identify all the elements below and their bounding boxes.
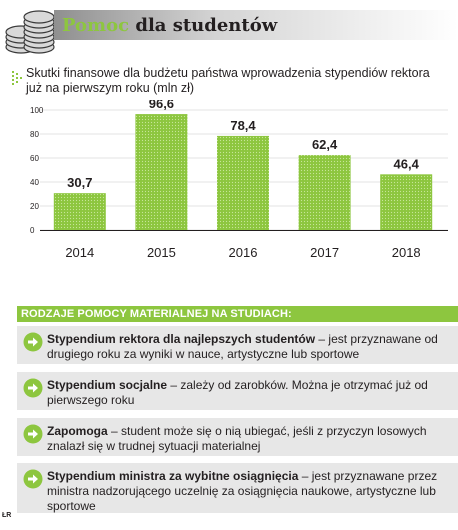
credit: ŁR — [2, 512, 12, 519]
page-title: Pomoc dla studentów — [62, 12, 277, 40]
aid-item: Stypendium rektora dla najlepszych stude… — [17, 326, 458, 364]
y-tick-label: 60 — [30, 154, 39, 163]
data-label: 78,4 — [230, 118, 256, 133]
x-tick-label: 2018 — [392, 245, 421, 260]
aid-heading: RODZAJE POMOCY MATERIALNEJ NA STUDIACH: — [17, 306, 458, 322]
arrow-right-icon — [23, 332, 43, 352]
title-accent: Pomoc — [62, 15, 130, 36]
aid-item: Stypendium socjalne – zależy od zarobków… — [17, 372, 458, 410]
chart-subtitle: Skutki finansowe dla budżetu państwa wpr… — [26, 66, 430, 95]
arrow-right-icon — [23, 378, 43, 398]
data-label: 62,4 — [312, 137, 338, 152]
aid-item-description: – jest przyznawane przez ministra nadzor… — [47, 469, 438, 513]
y-tick-label: 20 — [30, 202, 39, 211]
aid-item-name: Stypendium rektora dla najlepszych stude… — [47, 332, 316, 346]
x-tick-label: 2017 — [310, 245, 339, 260]
data-label: 96,6 — [149, 100, 174, 111]
aid-item-name: Zapomoga — [47, 424, 108, 438]
data-label: 30,7 — [67, 175, 92, 190]
data-label: 46,4 — [394, 156, 420, 171]
aid-item-description: – zależy od zarobków. Można je otrzymać … — [47, 378, 428, 407]
bar-2015 — [135, 114, 188, 230]
x-tick-label: 2015 — [147, 245, 176, 260]
coins-icon — [5, 10, 55, 54]
bar-2016 — [217, 135, 269, 230]
y-tick-label: 0 — [30, 226, 35, 235]
aid-item-name: Stypendium socjalne — [47, 378, 168, 392]
aid-item: Stypendium ministra za wybitne osiągnięc… — [17, 463, 458, 513]
arrow-right-icon — [23, 469, 43, 489]
bar-2014 — [53, 193, 106, 230]
y-tick-label: 40 — [30, 178, 39, 187]
aid-item-description: – jest przyznawane od drugiego roku za w… — [47, 332, 438, 361]
aid-item: Zapomoga – student może się o nią ubiega… — [17, 418, 458, 456]
bar-2018 — [380, 174, 433, 230]
x-tick-label: 2014 — [65, 245, 94, 260]
aid-item-description: – student może się o nią ubiegać, jeśli … — [47, 424, 427, 453]
bar-2017 — [298, 155, 351, 230]
title-rest: dla studentów — [135, 15, 278, 36]
subtitle-marker-icon — [12, 71, 22, 85]
bar-chart: 0 20 40 60 80 100 30,7 2014 96,6 2015 78,4 2016 62,… — [30, 100, 448, 260]
y-tick-label: 80 — [30, 130, 39, 139]
aid-item-name: Stypendium ministra za wybitne osiągnięc… — [47, 469, 299, 483]
x-tick-label: 2016 — [229, 245, 258, 260]
arrow-right-icon — [23, 424, 43, 444]
header: Pomoc dla studentów — [0, 0, 458, 60]
y-tick-label: 100 — [30, 106, 44, 115]
title-band — [54, 10, 458, 40]
